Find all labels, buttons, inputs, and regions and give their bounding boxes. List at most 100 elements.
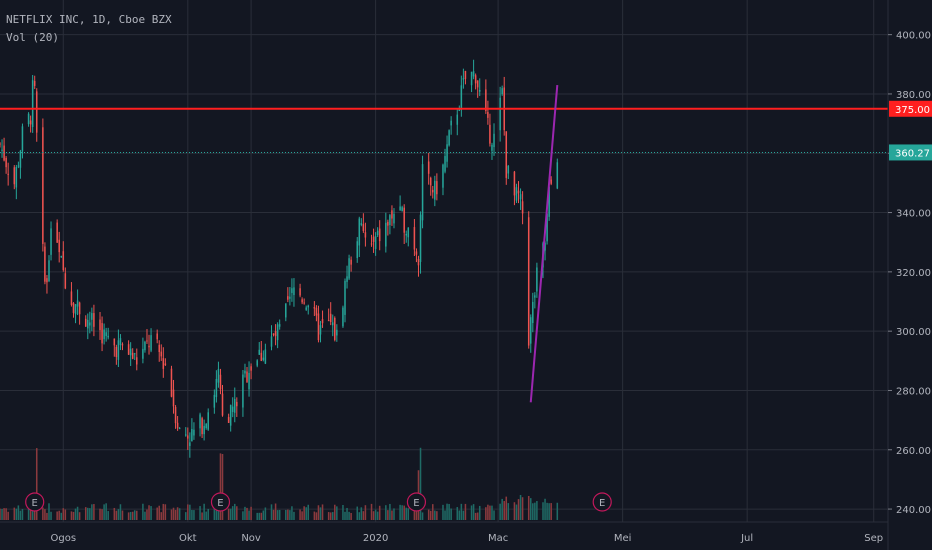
volume-bar bbox=[264, 507, 267, 520]
candle-body bbox=[532, 301, 534, 324]
candle-body bbox=[76, 300, 79, 307]
candle-body bbox=[113, 338, 116, 346]
candle-body bbox=[58, 239, 60, 253]
earnings-marker-icon[interactable] bbox=[406, 492, 427, 512]
volume-bar bbox=[29, 506, 32, 520]
volume-bar bbox=[256, 512, 258, 520]
symbol-title[interactable]: NETFLIX INC, 1D, Cboe BZX bbox=[6, 13, 172, 26]
candle-body bbox=[274, 331, 277, 337]
candle-body bbox=[376, 230, 379, 236]
candle-body bbox=[470, 71, 473, 86]
volume-bar bbox=[356, 506, 359, 520]
candle-body bbox=[160, 351, 163, 357]
earnings-marker-label: E bbox=[413, 498, 419, 509]
volume-bar bbox=[144, 511, 146, 520]
earnings-marker-label: E bbox=[217, 498, 223, 509]
candle-body bbox=[193, 429, 195, 436]
volume-bar bbox=[158, 505, 160, 520]
volume-bar bbox=[446, 503, 448, 520]
volume-bar bbox=[456, 507, 459, 520]
candle-body bbox=[429, 177, 432, 186]
volume-bar bbox=[450, 508, 452, 520]
volume-bar bbox=[127, 512, 130, 520]
price-tick-label: 260.00 bbox=[896, 446, 931, 457]
candle-body bbox=[199, 414, 201, 429]
volume-bar bbox=[231, 506, 234, 520]
candle-body bbox=[99, 319, 101, 331]
volume-bar bbox=[532, 503, 534, 520]
candle-body bbox=[519, 194, 522, 200]
volume-bar bbox=[487, 504, 489, 520]
volume-bar bbox=[550, 503, 552, 520]
candle-body bbox=[258, 349, 261, 355]
candle-body bbox=[385, 222, 387, 247]
candle-body bbox=[548, 186, 550, 217]
candle-body bbox=[64, 273, 67, 289]
volume-bar bbox=[315, 512, 318, 520]
candle-body bbox=[248, 372, 250, 390]
volume-bar bbox=[331, 512, 334, 520]
candle-body bbox=[487, 112, 489, 118]
volume-bar bbox=[393, 508, 395, 520]
volume-bar bbox=[505, 496, 508, 520]
volume-bar bbox=[113, 507, 116, 520]
horizontal-lines[interactable] bbox=[0, 107, 888, 153]
volume-bar bbox=[293, 511, 295, 520]
volume-bar bbox=[360, 507, 363, 520]
candle-body bbox=[344, 280, 346, 315]
volume-bar bbox=[391, 510, 393, 520]
volume-bar bbox=[19, 510, 22, 520]
time-tick-label: 2020 bbox=[363, 533, 388, 544]
volume-bar bbox=[156, 507, 158, 520]
candle-body bbox=[472, 71, 475, 77]
candle-body bbox=[205, 423, 207, 429]
price-tags: 375.00 360.27 bbox=[889, 100, 932, 161]
volume-bar bbox=[432, 504, 434, 520]
trend-line[interactable] bbox=[529, 84, 559, 403]
candle-body bbox=[201, 418, 203, 435]
candle-body bbox=[87, 319, 89, 329]
volume-bar bbox=[15, 508, 18, 520]
candle-body bbox=[348, 258, 350, 279]
purple-trend-line[interactable] bbox=[529, 84, 559, 403]
candle-body bbox=[550, 179, 552, 184]
volume-bar bbox=[217, 508, 220, 520]
volume-bar bbox=[78, 512, 81, 520]
volume-bar bbox=[389, 503, 391, 520]
volume-bar bbox=[233, 503, 236, 520]
candle-body bbox=[136, 357, 138, 365]
volume-bar bbox=[103, 504, 105, 520]
earnings-marker-icon[interactable] bbox=[592, 492, 612, 512]
candle-body bbox=[458, 109, 461, 111]
volume-bar bbox=[499, 503, 501, 520]
candle-body bbox=[350, 259, 352, 265]
time-axis[interactable]: Ogos Okt Nov 2020 Mac Mei Jul Sep bbox=[51, 533, 884, 544]
volume-bar bbox=[172, 507, 175, 520]
volume-bar bbox=[305, 507, 307, 520]
candle-body bbox=[336, 329, 338, 336]
volume-bar bbox=[448, 503, 450, 520]
earnings-marker-icon[interactable] bbox=[25, 492, 45, 512]
candle-body bbox=[460, 85, 463, 110]
candle-body bbox=[91, 313, 93, 320]
time-tick-label: Ogos bbox=[51, 533, 77, 544]
volume-bar bbox=[56, 511, 58, 520]
candle-body bbox=[3, 145, 5, 161]
volume-bar bbox=[476, 512, 479, 520]
candle-body bbox=[117, 340, 120, 360]
candle-body bbox=[389, 215, 391, 226]
candle-body bbox=[256, 360, 258, 366]
candle-body bbox=[93, 313, 95, 327]
candle-body bbox=[185, 434, 187, 436]
volume-bar bbox=[205, 511, 207, 520]
volume-bar bbox=[150, 506, 152, 520]
volume-bar bbox=[244, 506, 246, 520]
candle-body bbox=[517, 190, 520, 194]
candle-body bbox=[1, 149, 3, 151]
volume-bar bbox=[548, 503, 550, 520]
candle-body bbox=[321, 319, 324, 324]
earnings-marker-icon[interactable] bbox=[210, 492, 231, 512]
volume-indicator-label[interactable]: Vol (20) bbox=[6, 31, 59, 44]
